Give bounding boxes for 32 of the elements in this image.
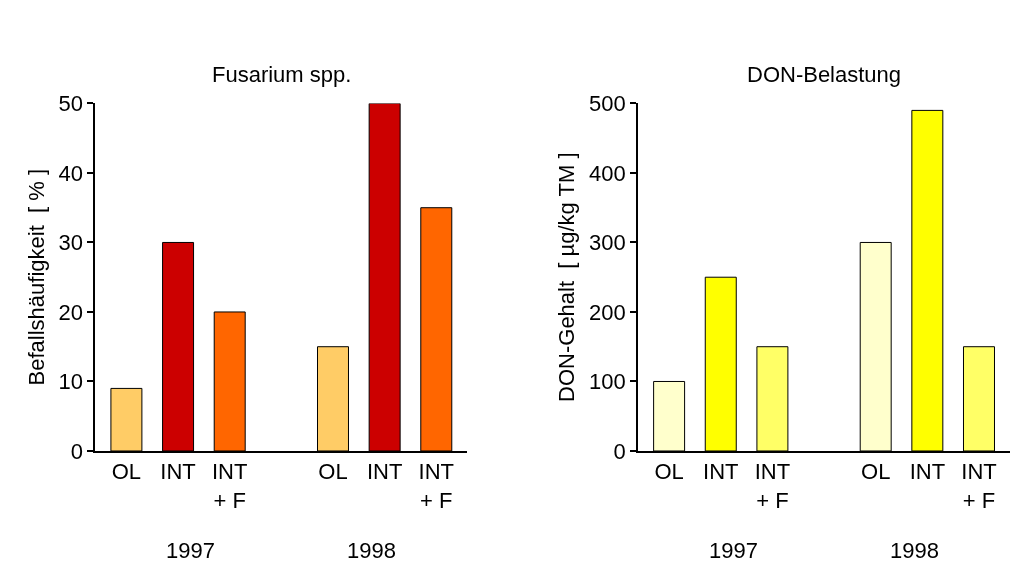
- y-tick-label: 0: [70, 438, 84, 464]
- x-tick-label: OL: [111, 459, 142, 485]
- x-tick-label: INT + F: [211, 459, 248, 513]
- y-tick-label: 0: [613, 438, 626, 464]
- x-tick-label: OL: [318, 459, 348, 485]
- y-tick-label: 100: [589, 369, 626, 395]
- text: 1998: [347, 538, 396, 563]
- y-tick-label: 200: [589, 299, 626, 325]
- text: 1997: [166, 538, 215, 563]
- y-axis-title: Befallshäufigkeit [ % ]: [23, 168, 49, 386]
- y-tick-label: 50: [58, 91, 84, 117]
- x-tick-label: OL: [654, 459, 684, 485]
- y-tick-label: 400: [589, 160, 626, 186]
- x-tick-label: INT + F: [754, 459, 791, 513]
- x-tick-label: INT + F: [418, 459, 455, 513]
- x-tick-label: INT: [909, 459, 946, 485]
- y-tick-label: 500: [589, 91, 626, 117]
- x-tick-label: INT: [703, 459, 739, 485]
- x-tick-label: INT: [366, 459, 403, 485]
- text: 1998: [890, 538, 939, 563]
- y-tick-label: 300: [589, 230, 626, 256]
- y-tick-label: 40: [58, 160, 84, 186]
- chart-title: Fusarium spp.: [212, 62, 352, 87]
- chart-title: DON-Belastung: [747, 62, 902, 87]
- y-axis-title: DON-Gehalt [ µg/kg TM ]: [554, 152, 580, 402]
- x-tick-label: OL: [861, 459, 891, 485]
- y-tick-label: 10: [58, 369, 84, 395]
- x-tick-label: INT + F: [961, 459, 997, 513]
- x-tick-label: INT: [160, 459, 196, 485]
- y-tick-label: 30: [58, 230, 84, 256]
- y-tick-label: 20: [58, 299, 84, 325]
- text: 1997: [709, 538, 758, 563]
